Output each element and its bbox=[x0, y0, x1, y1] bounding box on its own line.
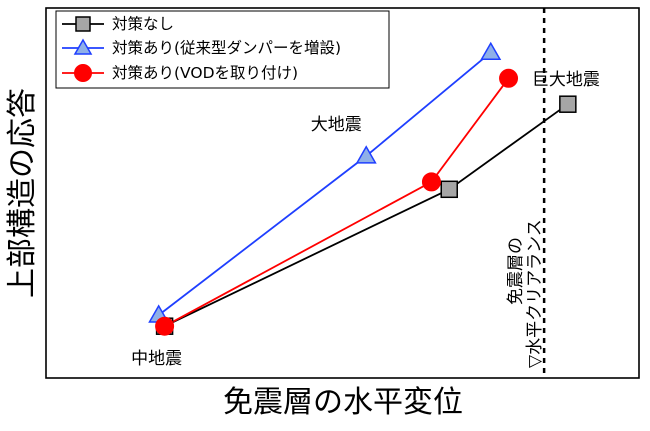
data-point-no-measure-3 bbox=[559, 95, 577, 113]
legend-label-damper: 対策あり(従来型ダンパーを増設) bbox=[112, 39, 341, 57]
legend-marker-no-measure bbox=[75, 16, 91, 32]
plot-frame bbox=[45, 7, 640, 379]
y-axis-label: 上部構造の応答 bbox=[5, 88, 40, 298]
legend-marker-vod bbox=[74, 64, 92, 82]
series-layer bbox=[148, 41, 577, 336]
data-point-vod-3 bbox=[499, 68, 519, 88]
annotation-large-earthquake: 大地震 bbox=[311, 115, 362, 135]
data-point-no-measure-2 bbox=[440, 180, 458, 199]
x-axis-label: 免震層の水平変位 bbox=[223, 385, 463, 420]
legend: 対策なし 対策あり(従来型ダンパーを増設) 対策あり(VODを取り付け) bbox=[55, 10, 390, 89]
clearance-label-line-2: ▽水平クリアランス bbox=[525, 219, 545, 368]
data-point-vod-2 bbox=[421, 172, 441, 192]
data-point-damper-2 bbox=[355, 145, 377, 164]
data-point-vod-1 bbox=[155, 316, 175, 336]
data-point-damper-3 bbox=[480, 41, 502, 61]
legend-marker-damper bbox=[73, 38, 93, 55]
clearance-label-line-1: 免震層の bbox=[506, 237, 526, 305]
annotation-huge-earthquake: 巨大地震 bbox=[532, 70, 600, 90]
legend-box bbox=[55, 10, 390, 89]
legend-keys bbox=[62, 16, 104, 82]
annotation-medium-earthquake: 中地震 bbox=[131, 349, 182, 369]
legend-label-no-measure: 対策なし bbox=[112, 15, 174, 33]
legend-label-vod: 対策あり(VODを取り付け) bbox=[112, 64, 298, 82]
clearance-reference: 免震層の ▽水平クリアランス bbox=[506, 8, 546, 378]
